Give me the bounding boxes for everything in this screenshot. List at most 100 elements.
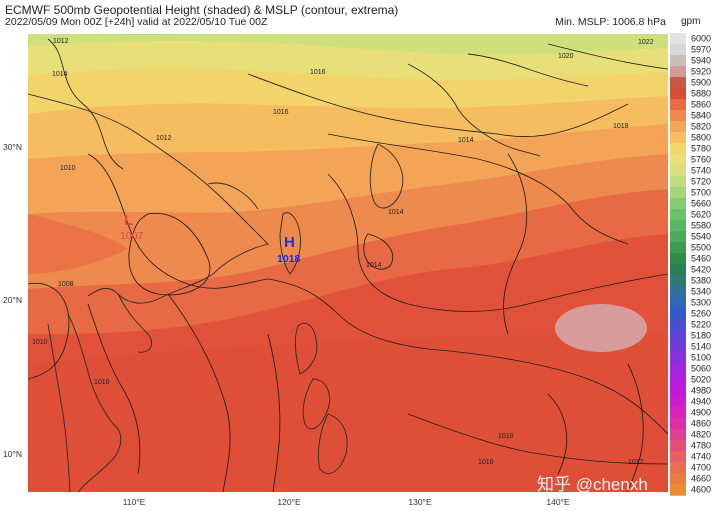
isobar-label: 1012 (156, 135, 172, 142)
isobar-label: 1010 (478, 459, 494, 466)
lat-label-20n: 20°N (3, 295, 22, 305)
lat-label-10n: 10°N (3, 449, 22, 459)
colorbar-level-label: 5180 (691, 330, 712, 340)
colorbar-cell (670, 110, 686, 122)
taiwan-outline (279, 212, 301, 275)
colorbar-level-label: 5740 (691, 165, 712, 175)
colorbar-cell (670, 451, 686, 463)
colorbar-cell (670, 176, 686, 188)
colorbar-cell (670, 418, 686, 430)
colorbar-cell (670, 374, 686, 386)
colorbar-cell (670, 429, 686, 441)
colorbar-level-label: 5660 (691, 198, 712, 208)
colorbar-level-label: 5260 (691, 308, 712, 318)
isobar-label: 1016 (273, 109, 289, 116)
band-5740 (28, 34, 668, 55)
colorbar-level-label: 5920 (691, 66, 712, 76)
low-pressure-symbol: L (124, 212, 134, 229)
colorbar-level-label: 5700 (691, 187, 712, 197)
colorbar-cell (670, 231, 686, 243)
band-5720 (68, 34, 288, 35)
band-trough (28, 214, 128, 274)
colorbar-level-label: 4820 (691, 429, 712, 439)
colorbar-cell (670, 396, 686, 408)
colorbar-level-label: 5970 (691, 44, 712, 54)
colorbar-cell (670, 352, 686, 364)
colorbar-cell (670, 209, 686, 221)
map-title: ECMWF 500mb Geopotential Height (shaded)… (5, 3, 399, 17)
isobar-label: 1012 (53, 38, 69, 45)
colorbar-cell (670, 154, 686, 166)
colorbar-cell (670, 220, 686, 232)
colorbar-cell (670, 198, 686, 210)
high-pressure-symbol: H (284, 234, 295, 251)
isobar-label: 1012 (628, 459, 644, 466)
colorbar-level-label: 5580 (691, 220, 712, 230)
ridge-center-patch (555, 304, 647, 352)
colorbar-level-label: 4600 (691, 484, 712, 494)
lon-label-140e: 140°E (546, 497, 570, 507)
isobar-label: 1014 (366, 262, 382, 269)
colorbar-level-label: 5800 (691, 132, 712, 142)
colorbar-level-label: 5100 (691, 352, 712, 362)
isobar-label: 1018 (613, 123, 629, 130)
colorbar-cell (670, 165, 686, 177)
lon-label-120e: 120°E (277, 497, 301, 507)
colorbar-level-label: 5460 (691, 253, 712, 263)
colorbar-cell (670, 319, 686, 331)
colorbar-cell (670, 473, 686, 485)
lon-label-110e: 110°E (122, 497, 146, 507)
colorbar-cell (670, 286, 686, 298)
isobar-label: 1008 (58, 281, 74, 288)
colorbar-level-label: 5140 (691, 341, 712, 351)
colorbar-cell (670, 66, 686, 78)
colorbar-cell (670, 330, 686, 342)
colorbar-cell (670, 407, 686, 419)
colorbar-level-label: 4660 (691, 473, 712, 483)
colorbar (670, 33, 686, 496)
isobar-labels: 1012 1014 1010 1012 1016 1008 1010 1010 … (32, 38, 654, 466)
colorbar-cell (670, 132, 686, 144)
colorbar-level-label: 5500 (691, 242, 712, 252)
colorbar-level-label: 5620 (691, 209, 712, 219)
colorbar-level-label: 5900 (691, 77, 712, 87)
high-pressure-value: 1018 (277, 253, 301, 265)
colorbar-level-label: 4740 (691, 451, 712, 461)
isobar-label: 1014 (458, 137, 474, 144)
min-mslp-label: Min. MSLP: 1006.8 hPa (555, 16, 666, 28)
isobar-label: 1010 (32, 339, 48, 346)
colorbar-level-label: 5860 (691, 99, 712, 109)
lat-label-30n: 30°N (3, 142, 22, 152)
low-pressure-value: 1007 (120, 230, 144, 242)
colorbar-level-label: 5300 (691, 297, 712, 307)
luzon-outline (294, 322, 318, 375)
colorbar-cell (670, 484, 686, 496)
isobar-label: 1010 (94, 379, 110, 386)
colorbar-cell (670, 99, 686, 111)
colorbar-cell (670, 242, 686, 254)
isobar-label: 1022 (638, 39, 654, 46)
colorbar-cell (670, 363, 686, 375)
isobars (28, 38, 668, 492)
colorbar-level-label: 5540 (691, 231, 712, 241)
colorbar-unit: gpm (681, 16, 701, 27)
coastlines (28, 53, 589, 492)
colorbar-level-label: 5220 (691, 319, 712, 329)
valid-time-subtitle: 2022/05/09 Mon 00Z [+24h] valid at 2022/… (5, 16, 268, 28)
colorbar-level-label: 5820 (691, 121, 712, 131)
colorbar-level-label: 5720 (691, 176, 712, 186)
colorbar-cell (670, 308, 686, 320)
colorbar-cell (670, 187, 686, 199)
colorbar-level-label: 4700 (691, 462, 712, 472)
isobar-label: 1016 (310, 69, 326, 76)
colorbar-cell (670, 341, 686, 353)
colorbar-level-label: 4780 (691, 440, 712, 450)
weather-map: 1012 1014 1010 1012 1016 1008 1010 1010 … (28, 34, 668, 492)
colorbar-cell (670, 143, 686, 155)
colorbar-cell (670, 264, 686, 276)
colorbar-cell (670, 275, 686, 287)
colorbar-cell (670, 440, 686, 452)
lon-label-130e: 130°E (408, 497, 432, 507)
colorbar-level-label: 5340 (691, 286, 712, 296)
colorbar-level-label: 4980 (691, 385, 712, 395)
